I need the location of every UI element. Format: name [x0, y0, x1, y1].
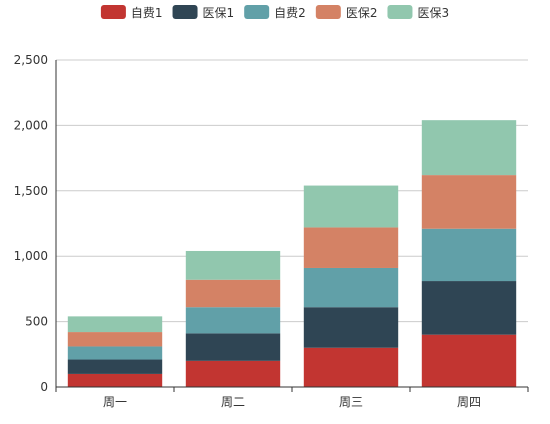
bar-segment[interactable]: [67, 332, 163, 347]
x-tick-label: 周四: [457, 395, 481, 409]
legend-label: 自费1: [131, 6, 163, 20]
bar-segment[interactable]: [67, 359, 163, 374]
legend-label: 医保2: [346, 6, 378, 20]
bar-segment[interactable]: [303, 185, 399, 228]
bar-segment[interactable]: [67, 316, 163, 333]
legend-item[interactable]: 自费1: [100, 5, 163, 20]
bar-segment[interactable]: [67, 346, 163, 360]
y-tick-label: 2,500: [14, 53, 48, 67]
legend-label: 自费2: [274, 6, 306, 20]
x-tick-label: 周一: [103, 395, 127, 409]
legend-item[interactable]: 医保1: [172, 5, 235, 20]
legend-label: 医保1: [203, 6, 235, 20]
bar-segment[interactable]: [185, 333, 281, 361]
bar-segment[interactable]: [185, 360, 281, 387]
bar-segment[interactable]: [421, 228, 517, 282]
bar-segment[interactable]: [421, 120, 517, 176]
legend-swatch: [244, 5, 270, 19]
x-tick-label: 周三: [339, 395, 363, 409]
legend-item[interactable]: 医保3: [387, 5, 449, 20]
bar-segment[interactable]: [421, 281, 517, 335]
axes: 0 500 1,000 1,500 2,000 2,500 周一 周二 周三 周四: [14, 53, 529, 409]
bar-segment[interactable]: [185, 279, 281, 308]
bar-segment[interactable]: [303, 267, 399, 308]
bar-segment[interactable]: [421, 175, 517, 229]
bar-segment[interactable]: [303, 227, 399, 268]
y-tick-label: 2,000: [14, 118, 48, 132]
y-tick-label: 1,000: [14, 249, 48, 263]
legend-swatch: [315, 5, 341, 19]
y-tick-label: 0: [40, 380, 48, 394]
bars: [67, 120, 517, 387]
y-tick-label: 500: [25, 315, 48, 329]
legend[interactable]: 自费1 医保1 自费2 医保2 医保3: [100, 5, 449, 20]
legend-label: 医保3: [417, 6, 449, 20]
legend-item[interactable]: 自费2: [244, 5, 306, 20]
bar-segment[interactable]: [303, 307, 399, 348]
legend-swatch: [172, 5, 198, 19]
bar-segment[interactable]: [303, 347, 399, 387]
bar-segment[interactable]: [185, 250, 281, 280]
x-tick-label: 周二: [221, 395, 245, 409]
legend-swatch: [100, 5, 126, 19]
bar-segment[interactable]: [421, 334, 517, 387]
legend-item[interactable]: 医保2: [315, 5, 378, 20]
y-tick-label: 1,500: [14, 184, 48, 198]
bar-segment[interactable]: [185, 307, 281, 334]
legend-swatch: [387, 5, 413, 19]
bar-segment[interactable]: [67, 373, 163, 387]
